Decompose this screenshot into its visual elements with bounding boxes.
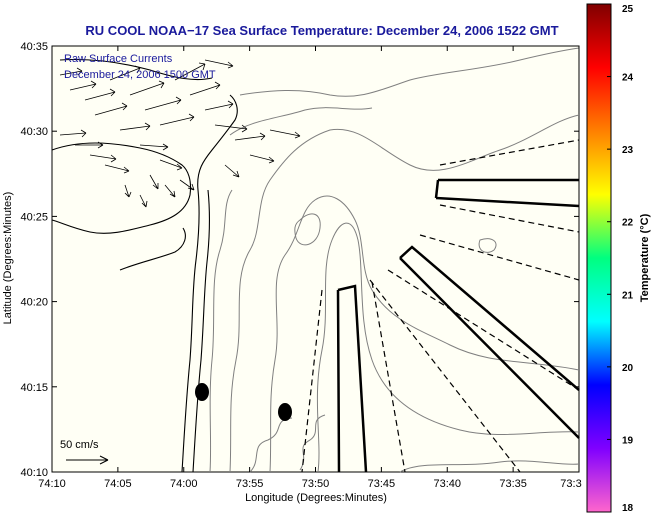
colorbar-label: Temperature (°C) [639,213,651,302]
x-tick-label: 74:05 [104,478,132,490]
x-axis-ticks: 74:10 74:05 74:00 73:55 73:50 73:45 73:40 73:35… [38,46,582,490]
y-axis-label: Latitude (Degrees:Minutes) [2,192,14,325]
y-tick-label: 40:25 [20,211,48,223]
map-panel: 50 cm/s Raw Surface Currents December 24… [51,45,580,473]
transect-dashed-lines [301,139,580,473]
x-tick-label: 73:45 [368,478,396,490]
colorbar-tick-label: 20 [622,363,634,374]
colorbar-tick-label: 22 [622,218,634,229]
colorbar-tick-label: 18 [622,503,634,514]
x-axis-label: Longitude (Degrees:Minutes) [245,492,387,504]
station-marker-1 [195,383,209,401]
y-tick-label: 40:10 [20,467,48,479]
x-tick-label: 73:35 [499,478,527,490]
x-tick-label: 73:50 [302,478,330,490]
annotation-line-1: Raw Surface Currents [64,53,173,65]
colorbar [586,3,612,513]
annotation-line-2: December 24, 2006 1500 GMT [64,69,216,81]
coastline [51,58,238,473]
chart-title: RU COOL NOAA−17 Sea Surface Temperature:… [85,23,558,38]
colorbar-tick-label: 25 [622,4,634,15]
surface-current-vectors [59,59,301,208]
colorbar-ticks: 18 19 20 21 22 23 24 25 [607,3,634,514]
scale-label: 50 cm/s [60,439,99,451]
bathymetry-contours [209,47,580,473]
colorbar-tick-label: 24 [622,73,634,84]
x-tick-label: 73:40 [433,478,461,490]
x-tick-label: 74:00 [170,478,198,490]
plot-area [51,45,580,473]
x-tick-label: 74:10 [38,478,66,490]
colorbar-tick-label: 23 [622,145,634,156]
y-tick-label: 40:15 [20,382,48,394]
x-tick-label: 73:55 [236,478,264,490]
x-tick-label: 73:3 [560,478,581,490]
scale-arrow [66,455,109,465]
y-tick-label: 40:30 [20,126,48,138]
y-tick-label: 40:35 [20,41,48,53]
colorbar-tick-label: 19 [622,435,634,446]
colorbar-tick-label: 21 [622,290,634,301]
y-tick-label: 40:20 [20,297,48,309]
transect-wedges [336,178,580,473]
y-axis-ticks: 40:10 40:15 40:20 40:25 40:30 40:35 [20,41,579,479]
station-marker-2 [278,403,292,421]
